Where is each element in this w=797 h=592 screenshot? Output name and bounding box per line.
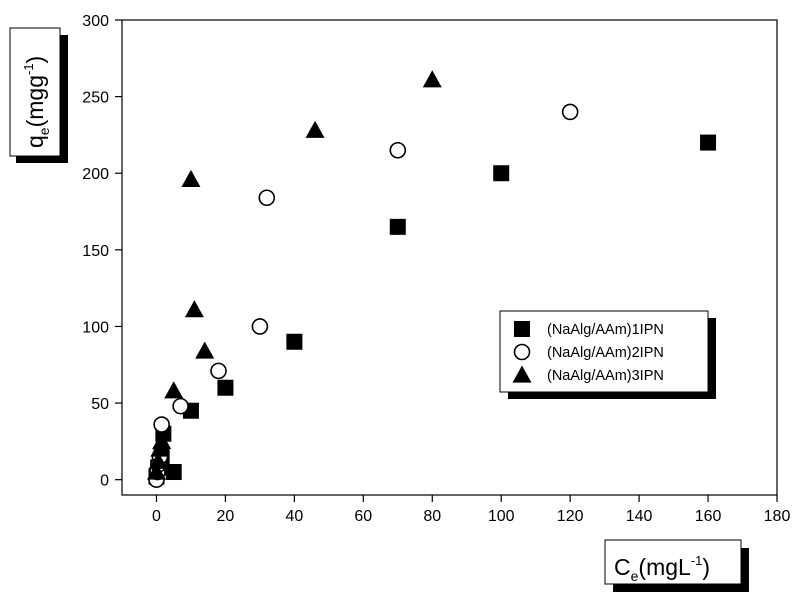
x-title-rest: (mgL [638, 554, 691, 580]
y-tick-label: 200 [82, 166, 109, 183]
y-title-frame [9, 27, 61, 157]
point-series-2 [561, 103, 579, 121]
y-axis-title-box: qe(mgg-1) [9, 27, 68, 163]
y-tick-label: 0 [100, 473, 109, 490]
y-title-shadow-bottom [16, 155, 68, 163]
x-axis-title: Ce(mgL-1) [614, 553, 710, 584]
point-series-1 [389, 218, 406, 235]
x-tick-label: 180 [764, 508, 791, 525]
point-series-3 [152, 431, 172, 449]
y-tick-label: 50 [91, 396, 109, 413]
point-series-3 [195, 341, 215, 359]
point-series-1 [217, 379, 234, 396]
legend-label-1: (NaAlg/AAm)1IPN [547, 322, 664, 338]
y-tick-label: 150 [82, 243, 109, 260]
point-series-2 [258, 189, 276, 207]
legend-marker-2 [513, 343, 531, 361]
point-series-1 [165, 464, 182, 481]
x-tick-label: 100 [488, 508, 515, 525]
y-title-rest: (mgg [22, 75, 48, 127]
plot-frame [121, 19, 778, 496]
y-title-shadow [60, 35, 68, 163]
y-title-sub: e [36, 127, 52, 135]
point-series-2 [251, 318, 269, 335]
point-series-3 [164, 381, 184, 399]
y-tick-label: 250 [82, 90, 109, 107]
x-title-sup: -1 [691, 553, 703, 568]
x-tick-label: 80 [423, 508, 441, 525]
point-series-3 [184, 300, 204, 318]
point-series-1 [493, 165, 510, 182]
point-series-3 [181, 169, 201, 187]
legend-box [499, 310, 709, 393]
point-series-1 [286, 333, 303, 350]
y-title-sup: -1 [21, 63, 36, 75]
x-tick-label: 40 [285, 508, 303, 525]
x-title-end: ) [702, 554, 710, 580]
y-title-end: ) [22, 56, 48, 64]
legend-marker-3 [512, 365, 532, 383]
x-title-sub: e [631, 568, 639, 584]
point-series-2 [210, 362, 227, 380]
legend-label-3: (NaAlg/AAm)3IPN [547, 368, 664, 384]
point-series-2 [153, 416, 170, 433]
x-tick-label: 160 [695, 508, 722, 525]
y-tick-label: 300 [82, 13, 109, 30]
point-series-2 [389, 141, 407, 159]
x-tick-label: 120 [557, 508, 584, 525]
point-series-3 [422, 70, 442, 88]
x-tick-label: 20 [217, 508, 235, 525]
axis-ticks: 0 20 40 60 80 100 120 140 160 180 0 50 100 150 200 250 3… [82, 13, 790, 525]
point-series-1 [700, 134, 717, 151]
data-points [146, 70, 717, 488]
legend-label-2: (NaAlg/AAm)2IPN [547, 345, 664, 361]
point-series-3 [146, 462, 166, 480]
legend: (NaAlg/AAm)1IPN (NaAlg/AAm)2IPN (NaAlg/AAm… [499, 310, 716, 399]
y-title-main: q [22, 135, 48, 148]
x-tick-label: 140 [626, 508, 653, 525]
y-axis-title: qe(mgg-1) [21, 56, 52, 148]
x-tick-label: 60 [354, 508, 372, 525]
legend-marker-1 [514, 321, 530, 337]
x-title-main: C [614, 554, 631, 580]
x-tick-label: 0 [152, 508, 161, 525]
point-series-3 [305, 120, 325, 138]
y-tick-label: 100 [82, 319, 109, 336]
point-series-2 [172, 397, 189, 415]
point-series-3 [148, 451, 168, 469]
x-axis-title-box: Ce(mgL-1) [604, 539, 749, 592]
x-title-frame [604, 539, 742, 585]
